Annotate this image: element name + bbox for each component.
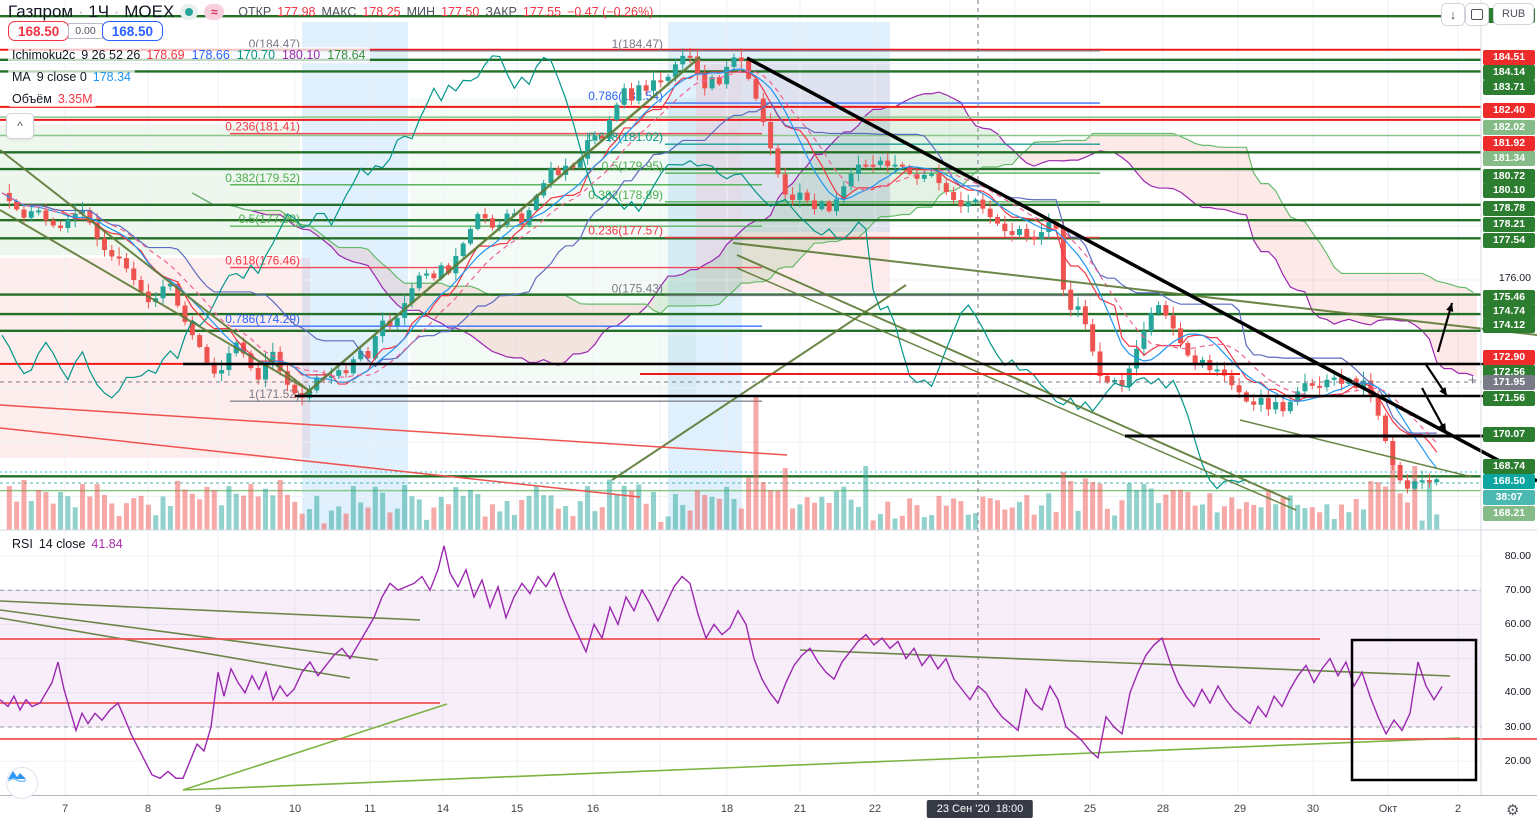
price-level-label: 180.10 [1483, 183, 1535, 198]
time-label: 9 [214, 803, 222, 815]
price-level-label: 172.90 [1483, 350, 1535, 365]
price-level-label: 181.92 [1483, 136, 1535, 151]
price-level-label: 180.72 [1483, 169, 1535, 184]
chevron-up-icon: ^ [17, 119, 23, 133]
ma-value: 178.34 [92, 70, 132, 84]
legend-volume[interactable]: Объём 3.35М [8, 91, 97, 107]
indicator-value: 170.70 [236, 48, 276, 62]
scroll-to-latest-button[interactable]: ↓ [1441, 3, 1465, 26]
collapse-indicators-button[interactable]: ^ [6, 113, 34, 139]
time-label: 22 [868, 803, 882, 815]
price-level-label: 184.51 [1483, 50, 1535, 65]
waves-logo-icon [7, 771, 27, 782]
indicator-value: 178.64 [327, 48, 366, 62]
time-label: Окт [1378, 803, 1398, 815]
price-level-label: 181.34 [1483, 151, 1535, 166]
rsi-value: 41.84 [91, 537, 123, 551]
sell-button[interactable]: 168.50 [8, 21, 70, 41]
fib-label: 0.786(174.29) [225, 312, 300, 326]
time-label: 10 [288, 803, 302, 815]
symbol-title[interactable]: Газпром · 1Ч · MOEX [8, 2, 175, 21]
market-status-pill[interactable] [180, 4, 199, 20]
crosshair-plus-icon: + [1468, 372, 1477, 389]
price-level-label: 168.50 [1483, 474, 1535, 489]
rsi-tick: 60.00 [1504, 618, 1531, 630]
price-level-label: 178.21 [1483, 217, 1535, 232]
fib-label: 0.618(181.02) [588, 130, 663, 144]
time-label: 28 [1156, 803, 1170, 815]
price-level-label: 174.74 [1483, 304, 1535, 319]
time-label: 11 [364, 803, 376, 815]
price-axis[interactable]: 185.75184.51184.14183.71182.40182.02181.… [1482, 0, 1537, 795]
time-label: 21 [793, 803, 807, 815]
time-label: 29 [1233, 803, 1247, 815]
price-level-label: 168.74 [1483, 459, 1535, 474]
trade-widget: 168.50 0.00 168.50 [8, 21, 164, 41]
price-level-label: 177.54 [1483, 233, 1535, 248]
price-level-label: 170.07 [1483, 427, 1535, 442]
volume-value: 3.35М [57, 92, 93, 106]
price-level-label: 171.95 [1483, 375, 1535, 390]
crosshair-time-tooltip: 23 Сен '20 18:00 [926, 800, 1034, 818]
legend-ma[interactable]: MA 9 close 0 178.34 [8, 69, 136, 85]
fib-label: 0.618(176.46) [225, 254, 300, 268]
maximize-icon [1471, 9, 1483, 20]
price-level-label: 171.56 [1483, 391, 1535, 406]
fib-label: 1(171.52) [249, 387, 300, 401]
price-level-label: 174.12 [1483, 318, 1535, 333]
fib-label: 0.382(178.89) [588, 188, 663, 202]
time-label: 2 [1454, 803, 1462, 815]
ichimoku-values: 178.69 178.66 170.70 180.10 178.64 [146, 48, 365, 62]
fib-label: 0.382(179.52) [225, 171, 300, 185]
price-level-label: 182.40 [1483, 103, 1535, 118]
rsi-tick: 50.00 [1504, 652, 1531, 664]
spread-value: 0.00 [68, 23, 103, 39]
fib-label: 1(184.47) [612, 37, 663, 51]
market-open-dot-icon [185, 8, 194, 16]
fib-label: 0.236(177.57) [588, 223, 663, 237]
time-label: 15 [510, 803, 524, 815]
fib-label: 0.5(177.99) [239, 212, 300, 226]
time-label: 25 [1083, 803, 1097, 815]
buy-button[interactable]: 168.50 [101, 21, 164, 41]
currency-button[interactable]: RUB [1493, 3, 1535, 25]
rsi-tick: 30.00 [1504, 721, 1531, 733]
symbol-header: Газпром · 1Ч · MOEX ≈ ОТКР 177.98 МАКС 178… [8, 2, 653, 22]
fib-label: 0.236(181.41) [225, 120, 300, 134]
price-level-label: 38:07 [1483, 490, 1535, 505]
price-level-label: 168.21 [1483, 506, 1535, 521]
time-axis[interactable]: 7 8 9 10 11 14 15 16 18 21 22 25 28 29 30 Окт 2 23 Сен '2… [0, 795, 1537, 830]
legend-rsi[interactable]: RSI 14 close 41.84 [8, 536, 127, 552]
indicator-value: 180.10 [282, 48, 321, 62]
fib-label: 0(175.43) [612, 281, 663, 295]
indicator-value: 178.66 [191, 48, 230, 62]
fullscreen-button[interactable] [1465, 3, 1489, 26]
rsi-tick: 70.00 [1504, 584, 1531, 596]
time-label: 30 [1306, 803, 1320, 815]
approx-data-icon[interactable]: ≈ [204, 4, 225, 20]
price-level-label: 175.46 [1483, 290, 1535, 305]
indicator-value: 178.69 [146, 48, 185, 62]
time-label: 7 [61, 803, 69, 815]
price-level-label: 184.14 [1483, 65, 1535, 80]
time-label: 8 [144, 803, 152, 815]
price-level-label: 178.78 [1483, 201, 1535, 216]
time-label: 18 [720, 803, 734, 815]
gear-icon[interactable]: ⚙ [1506, 802, 1520, 819]
price-level-label: 183.71 [1483, 80, 1535, 95]
rsi-tick: 20.00 [1504, 755, 1531, 767]
price-level-label: 182.02 [1483, 120, 1535, 135]
ohlc-readout: ОТКР 177.98 МАКС 178.25 МИН 177.50 ЗАКР 177.… [238, 5, 654, 19]
time-label: 16 [586, 803, 600, 815]
down-arrow-icon: ↓ [1449, 7, 1457, 22]
time-label: 14 [436, 803, 450, 815]
rsi-tick: 80.00 [1504, 550, 1531, 562]
rsi-tick: 40.00 [1504, 686, 1531, 698]
change-value: −0.47 (−0.26%) [567, 5, 654, 19]
broker-logo[interactable] [6, 767, 38, 799]
price-tick: 176.00 [1498, 272, 1531, 284]
legend-ichimoku[interactable]: Ichimoku2c 9 26 52 26 178.69 178.66 170.70 1… [8, 47, 370, 63]
